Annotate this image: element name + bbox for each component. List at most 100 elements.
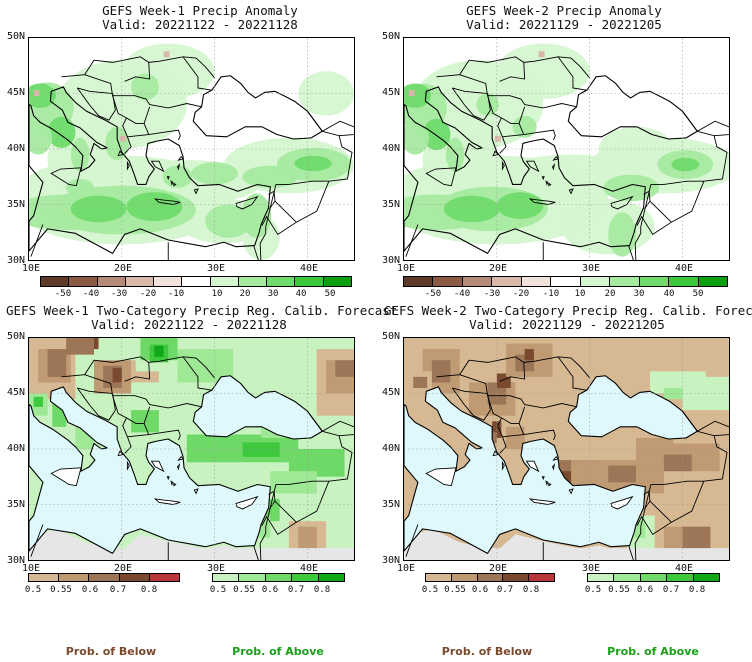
country-border xyxy=(405,524,419,557)
lat-label: 50N xyxy=(382,331,401,342)
colorbar-label: -20 xyxy=(139,289,157,299)
probability-area xyxy=(608,465,637,483)
colorbar-swatch xyxy=(29,574,60,581)
country-border xyxy=(268,190,276,210)
colorbar-swatch xyxy=(693,574,720,581)
lon-label: 30E xyxy=(207,563,226,574)
lat-label: 50N xyxy=(7,31,26,42)
lat-label: 45N xyxy=(7,387,26,398)
lon-label: 30E xyxy=(207,263,226,274)
colorbar-label: 10 xyxy=(211,289,223,299)
precip-anomaly-area xyxy=(603,174,660,202)
colorbar-swatch xyxy=(404,277,434,286)
precip-anomaly-area xyxy=(598,126,674,172)
colorbar-swatch xyxy=(238,277,268,286)
colorbar-swatch xyxy=(182,277,211,286)
colorbar-label: 0.55 xyxy=(50,585,72,595)
probability-area xyxy=(47,349,67,377)
coastline-med xyxy=(404,86,646,254)
colorbar-swatch xyxy=(426,574,452,581)
colorbar-swatch xyxy=(639,277,670,286)
island xyxy=(568,188,574,195)
island xyxy=(552,156,559,161)
country-border xyxy=(557,56,587,91)
country-border xyxy=(275,130,353,185)
colorbar-swatch xyxy=(669,277,699,286)
dry-anomaly-area xyxy=(119,135,126,142)
colorbar-swatch xyxy=(323,277,351,286)
country-border xyxy=(714,134,729,137)
country-border xyxy=(557,356,587,391)
island xyxy=(170,180,174,186)
country-border xyxy=(253,245,259,260)
colorbar-label: -10 xyxy=(542,289,560,299)
probability-area xyxy=(431,360,451,383)
probability-area xyxy=(335,360,354,377)
lon-label: 40E xyxy=(300,563,319,574)
panel-title-week2-anomaly: GEFS Week-2 Precip Anomaly Valid: 2022112… xyxy=(466,3,662,32)
lat-label: 35N xyxy=(382,199,401,210)
island xyxy=(548,482,552,487)
island xyxy=(176,462,181,471)
precip-anomaly-area xyxy=(70,137,90,172)
map-week1-anomaly xyxy=(28,37,355,261)
colorbar-label: 0.8 xyxy=(688,585,706,595)
lon-label: 40E xyxy=(675,563,694,574)
island xyxy=(193,488,199,495)
country-border xyxy=(487,395,526,424)
country-border xyxy=(499,62,526,82)
probability-area xyxy=(524,349,534,361)
colorbar-label: 0.6 xyxy=(81,585,99,595)
country-border xyxy=(518,423,525,435)
colorbar-label: -20 xyxy=(512,289,530,299)
country-border xyxy=(30,524,44,557)
prob-below-label-week2: Prob. of Below xyxy=(441,645,533,658)
precip-anomaly-area xyxy=(496,192,544,219)
colorbar-swatch xyxy=(580,277,611,286)
precip-anomaly-area xyxy=(443,195,500,223)
lat-label: 45N xyxy=(7,87,26,98)
island xyxy=(117,150,124,157)
colorbar-label: 0.8 xyxy=(313,585,331,595)
island xyxy=(541,176,545,181)
colorbar-label: 40 xyxy=(663,289,675,299)
lon-label: 10E xyxy=(22,563,41,574)
colorbar-swatch xyxy=(213,574,240,581)
colorbar-label: 40 xyxy=(295,289,307,299)
country-border xyxy=(636,200,673,236)
country-border xyxy=(451,387,491,421)
country-border xyxy=(296,181,330,223)
country-border xyxy=(650,130,728,185)
lon-label: 10E xyxy=(397,263,416,274)
lon-label: 30E xyxy=(582,263,601,274)
colorbar-label: -30 xyxy=(483,289,501,299)
precip-anomaly-area xyxy=(242,165,299,188)
colorbar-label: -50 xyxy=(424,289,442,299)
island xyxy=(568,488,574,495)
island xyxy=(166,176,170,181)
lon-label: 10E xyxy=(22,263,41,274)
colorbar-swatch xyxy=(614,574,641,581)
colorbar-swatch xyxy=(503,574,530,581)
country-border xyxy=(634,526,642,560)
probability-area xyxy=(496,373,511,388)
country-border xyxy=(518,123,525,135)
prob-above-label-week1: Prob. of Above xyxy=(232,645,324,658)
precip-anomaly-area xyxy=(404,83,431,108)
island xyxy=(153,498,181,505)
coastline-med xyxy=(29,86,271,254)
island xyxy=(525,160,540,173)
probability-area xyxy=(682,526,711,549)
precip-anomaly-area xyxy=(298,71,354,116)
island xyxy=(173,482,177,487)
precip-anomaly-area xyxy=(29,121,53,155)
precip-anomaly-area xyxy=(70,195,127,223)
country-border xyxy=(127,129,181,141)
country-border xyxy=(296,481,330,523)
lat-label: 30N xyxy=(7,555,26,566)
coastline-black xyxy=(192,75,323,140)
island xyxy=(193,188,199,195)
colorbar-swatch xyxy=(492,277,522,286)
colorbar-swatch xyxy=(477,574,504,581)
island xyxy=(150,160,165,173)
